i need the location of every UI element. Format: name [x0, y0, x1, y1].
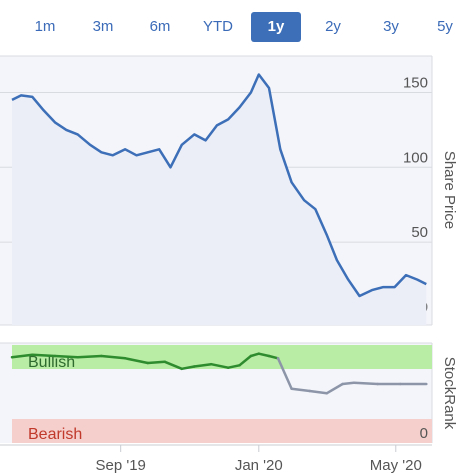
price-line	[11, 73, 427, 298]
stockrank-line-segment	[193, 362, 213, 368]
stockrank-line-segment	[180, 365, 196, 371]
stockrank-line	[10, 352, 428, 395]
stockrank-line-segment	[257, 352, 271, 358]
stockrank-tick-labels: 0	[420, 425, 428, 442]
stockrank-line-segment	[31, 353, 57, 358]
stockrank-line-segment	[123, 357, 150, 365]
stockrank-line-segment	[352, 381, 379, 386]
price-tick-label: 50	[411, 224, 428, 241]
stockrank-line-segment	[146, 360, 167, 365]
stockrank-line-segment	[249, 352, 261, 358]
stockrank-line-segment	[276, 357, 293, 390]
price-axis-title: Share Price	[441, 151, 458, 229]
stockrank-line-segment	[226, 364, 241, 369]
price-tick-label: 100	[403, 149, 428, 166]
stockrank-line-segment	[76, 354, 103, 359]
x-tick-label: May '20	[370, 457, 422, 474]
stockrank-line-segment	[308, 389, 328, 395]
stockrank-line-segment	[341, 381, 356, 386]
stockrank-line-segment	[53, 354, 79, 359]
stockrank-line-segment	[10, 353, 34, 359]
price-tick-label: 150	[403, 74, 428, 91]
x-tick-label: Sep '19	[95, 457, 145, 474]
stockrank-line-segment	[267, 354, 280, 360]
tab-1y[interactable]: 1y	[251, 12, 301, 42]
stockrank-line-segment	[209, 362, 230, 369]
stockrank-axis-title: StockRank	[441, 357, 458, 430]
x-tick-label: Jan '20	[235, 457, 283, 474]
price-area-fill	[12, 74, 427, 325]
stockrank-tick-label: 0	[420, 425, 428, 442]
tab-2y[interactable]: 2y	[325, 18, 341, 35]
tab-3m[interactable]: 3m	[92, 18, 114, 35]
tab-5y[interactable]: 5y	[437, 18, 453, 35]
bullish-label: Bullish	[28, 354, 75, 371]
stockrank-line-segment	[325, 382, 344, 395]
tab-ytd[interactable]: YTD	[203, 18, 233, 35]
stockrank-line-segment	[100, 354, 127, 360]
stockrank-line-segment	[238, 354, 253, 367]
bearish-label: Bearish	[28, 426, 82, 443]
tab-6m[interactable]: 6m	[149, 18, 171, 35]
tab-1m[interactable]: 1m	[34, 18, 56, 35]
bearish-band	[12, 419, 432, 443]
stockrank-line-segment	[163, 360, 184, 371]
stockrank-line-segment	[290, 387, 311, 393]
tab-3y[interactable]: 3y	[383, 18, 399, 35]
x-axis: Sep '19 Jan '20 May '20	[0, 444, 432, 474]
time-range-tabs: 1m 3m 6m YTD 1y 2y 3y 5y	[0, 12, 476, 44]
